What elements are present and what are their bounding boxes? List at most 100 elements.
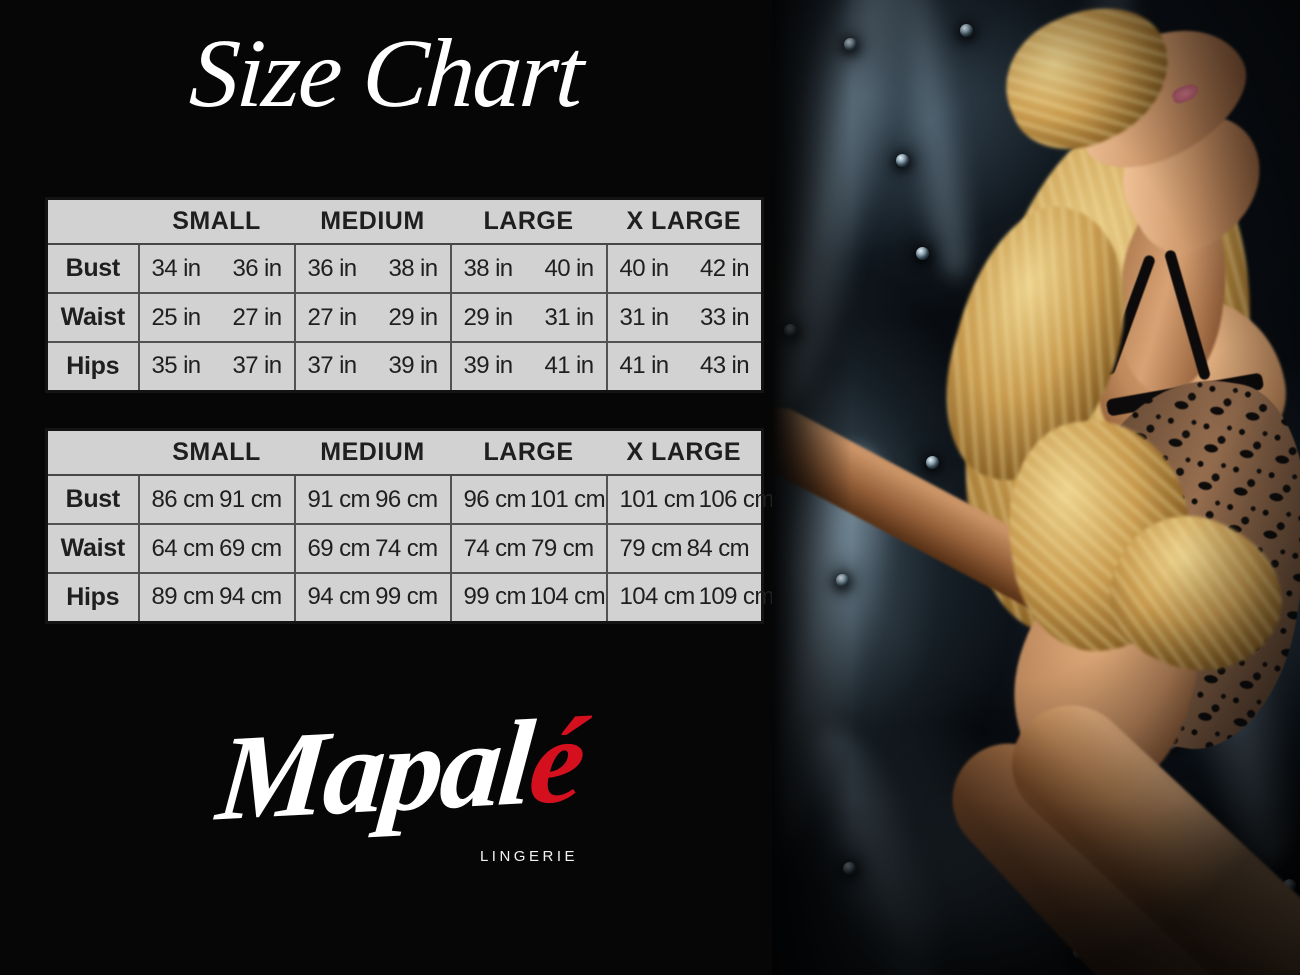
measurement-value: 41 in [619,352,670,380]
measurement-value: 89 cm [151,583,215,611]
measurement-value: 36 in [307,254,358,282]
measurement-value: 33 in [699,303,750,331]
size-column-header: X LARGE [606,198,763,245]
brand-name-accent: é [524,692,588,831]
row-label: Hips [45,572,140,623]
measurement-value: 37 in [307,352,358,380]
measurement-value: 91 cm [219,485,282,513]
measurement-cell: 40 in 42 in [605,243,764,294]
measurement-value: 74 cm [375,534,438,562]
row-label: Hips [45,341,140,392]
measurement-cell: 74 cm 79 cm [449,523,608,574]
size-column-header: MEDIUM [294,429,451,476]
size-table-centimeters: SMALL MEDIUM LARGE X LARGE Bust 86 cm 91 cm 91 … [45,428,774,624]
measurement-value: 31 in [544,303,594,331]
size-column-header: LARGE [450,429,607,476]
measurement-value: 99 cm [463,583,527,611]
measurement-value: 27 in [307,303,358,331]
measurement-cell: 101 cm 106 cm [605,474,774,525]
measurement-value: 31 in [619,303,670,331]
measurement-value: 109 cm [698,583,775,611]
row-label: Bust [45,243,140,294]
measurement-cell: 27 in 29 in [293,292,452,343]
measurement-value: 27 in [232,303,282,331]
measurement-value: 38 in [463,254,514,282]
row-label: Waist [45,292,140,343]
measurement-value: 94 cm [219,583,282,611]
measurement-cell: 31 in 33 in [605,292,764,343]
measurement-cell: 91 cm 96 cm [293,474,452,525]
size-column-header: LARGE [450,198,607,245]
measurement-cell: 96 cm 101 cm [449,474,608,525]
size-column-header: X LARGE [606,429,763,476]
measurement-value: 29 in [388,303,438,331]
photo-vignette [772,0,1300,975]
corner-cell [46,198,139,245]
measurement-value: 34 in [151,254,202,282]
measurement-value: 42 in [699,254,750,282]
size-column-header: MEDIUM [294,198,451,245]
measurement-value: 38 in [388,254,438,282]
measurement-cell: 94 cm 99 cm [293,572,452,623]
measurement-value: 96 cm [463,485,527,513]
measurement-cell: 29 in 31 in [449,292,608,343]
measurement-value: 86 cm [151,485,215,513]
measurement-cell: 37 in 39 in [293,341,452,392]
table-row: Waist 25 in 27 in 27 in 29 in 29 in 31 in 31 in… [45,292,764,343]
measurement-cell: 104 cm 109 cm [605,572,774,623]
measurement-value: 25 in [151,303,202,331]
measurement-value: 39 in [463,352,514,380]
measurement-value: 104 cm [619,583,696,611]
measurement-value: 40 in [619,254,670,282]
measurement-cell: 79 cm 84 cm [605,523,764,574]
measurement-cell: 39 in 41 in [449,341,608,392]
measurement-value: 91 cm [307,485,371,513]
size-table-inches: SMALL MEDIUM LARGE X LARGE Bust 34 in 36 in 36 … [45,197,764,393]
measurement-value: 94 cm [307,583,371,611]
table-row: Bust 34 in 36 in 36 in 38 in 38 in 40 in 40 in 4… [45,243,764,294]
measurement-value: 106 cm [698,485,775,513]
table-row: Hips 35 in 37 in 37 in 39 in 39 in 41 in 41 in 4… [45,341,764,392]
size-column-header: SMALL [138,198,295,245]
row-label: Bust [45,474,140,525]
measurement-value: 37 in [232,352,282,380]
brand-logo: Mapalé LINGERIE [150,693,650,880]
measurement-cell: 41 in 43 in [605,341,764,392]
measurement-value: 40 in [544,254,594,282]
measurement-value: 35 in [151,352,202,380]
measurement-value: 29 in [463,303,514,331]
row-label: Waist [45,523,140,574]
brand-wordmark: Mapalé [142,687,657,853]
measurement-cell: 99 cm 104 cm [449,572,608,623]
brand-subtitle: LINGERIE [479,848,578,865]
table-row: Hips 89 cm 94 cm 94 cm 99 cm 99 cm 104 cm 104 c… [45,572,774,623]
measurement-cell: 25 in 27 in [137,292,296,343]
measurement-cell: 89 cm 94 cm [137,572,296,623]
measurement-cell: 36 in 38 in [293,243,452,294]
measurement-value: 101 cm [619,485,696,513]
measurement-value: 43 in [699,352,750,380]
measurement-value: 96 cm [375,485,438,513]
measurement-value: 84 cm [686,534,750,562]
measurement-cell: 34 in 36 in [137,243,296,294]
brand-name-main: Mapal [212,695,537,847]
measurement-cell: 69 cm 74 cm [293,523,452,574]
measurement-value: 79 cm [619,534,683,562]
measurement-value: 104 cm [529,583,606,611]
table-row: Bust 86 cm 91 cm 91 cm 96 cm 96 cm 101 cm 101 c… [45,474,774,525]
measurement-cell: 64 cm 69 cm [137,523,296,574]
model-photo [772,0,1300,975]
measurement-value: 64 cm [151,534,215,562]
measurement-value: 79 cm [531,534,594,562]
measurement-value: 69 cm [307,534,371,562]
table-row: Waist 64 cm 69 cm 69 cm 74 cm 74 cm 79 cm 79 cm… [45,523,764,574]
measurement-cell: 35 in 37 in [137,341,296,392]
measurement-cell: 38 in 40 in [449,243,608,294]
measurement-value: 36 in [232,254,282,282]
corner-cell [46,429,139,476]
size-column-header: SMALL [138,429,295,476]
measurement-value: 69 cm [219,534,282,562]
measurement-value: 41 in [544,352,594,380]
